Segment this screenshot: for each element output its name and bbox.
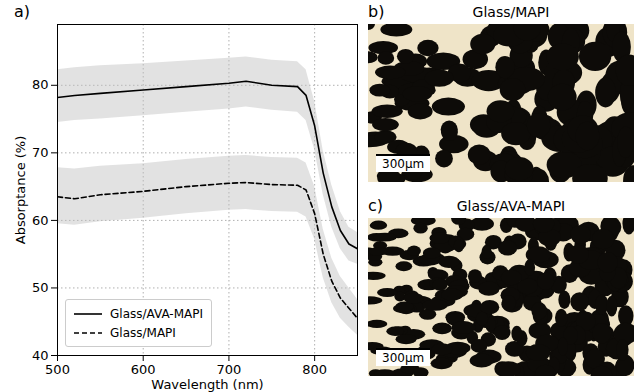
svg-text:700: 700 [217, 362, 242, 377]
svg-text:600: 600 [131, 362, 156, 377]
svg-text:Wavelength (nm): Wavelength (nm) [151, 377, 263, 392]
html-text:c): c) [368, 196, 383, 215]
html-text:Glass/MAPI: Glass/MAPI [110, 325, 176, 340]
html-text:b): b) [368, 2, 385, 21]
html-text:Glass/AVA-MAPI: Glass/AVA-MAPI [110, 306, 203, 321]
html-text:Glass/MAPI: Glass/MAPI [472, 4, 550, 20]
svg-text:500: 500 [45, 362, 70, 377]
svg-text:70: 70 [32, 145, 49, 160]
html-text:Glass/AVA-MAPI: Glass/AVA-MAPI [456, 198, 566, 214]
html-text:a): a) [14, 2, 30, 21]
svg-text:80: 80 [32, 77, 49, 92]
svg-text:Absorptance (%): Absorptance (%) [13, 136, 28, 245]
svg-text:40: 40 [32, 348, 49, 363]
svg-text:50: 50 [32, 280, 49, 295]
svg-text:800: 800 [302, 362, 327, 377]
svg-text:60: 60 [32, 213, 49, 228]
html-text:300µm: 300µm [382, 157, 425, 171]
html-text:300µm: 300µm [382, 351, 425, 365]
